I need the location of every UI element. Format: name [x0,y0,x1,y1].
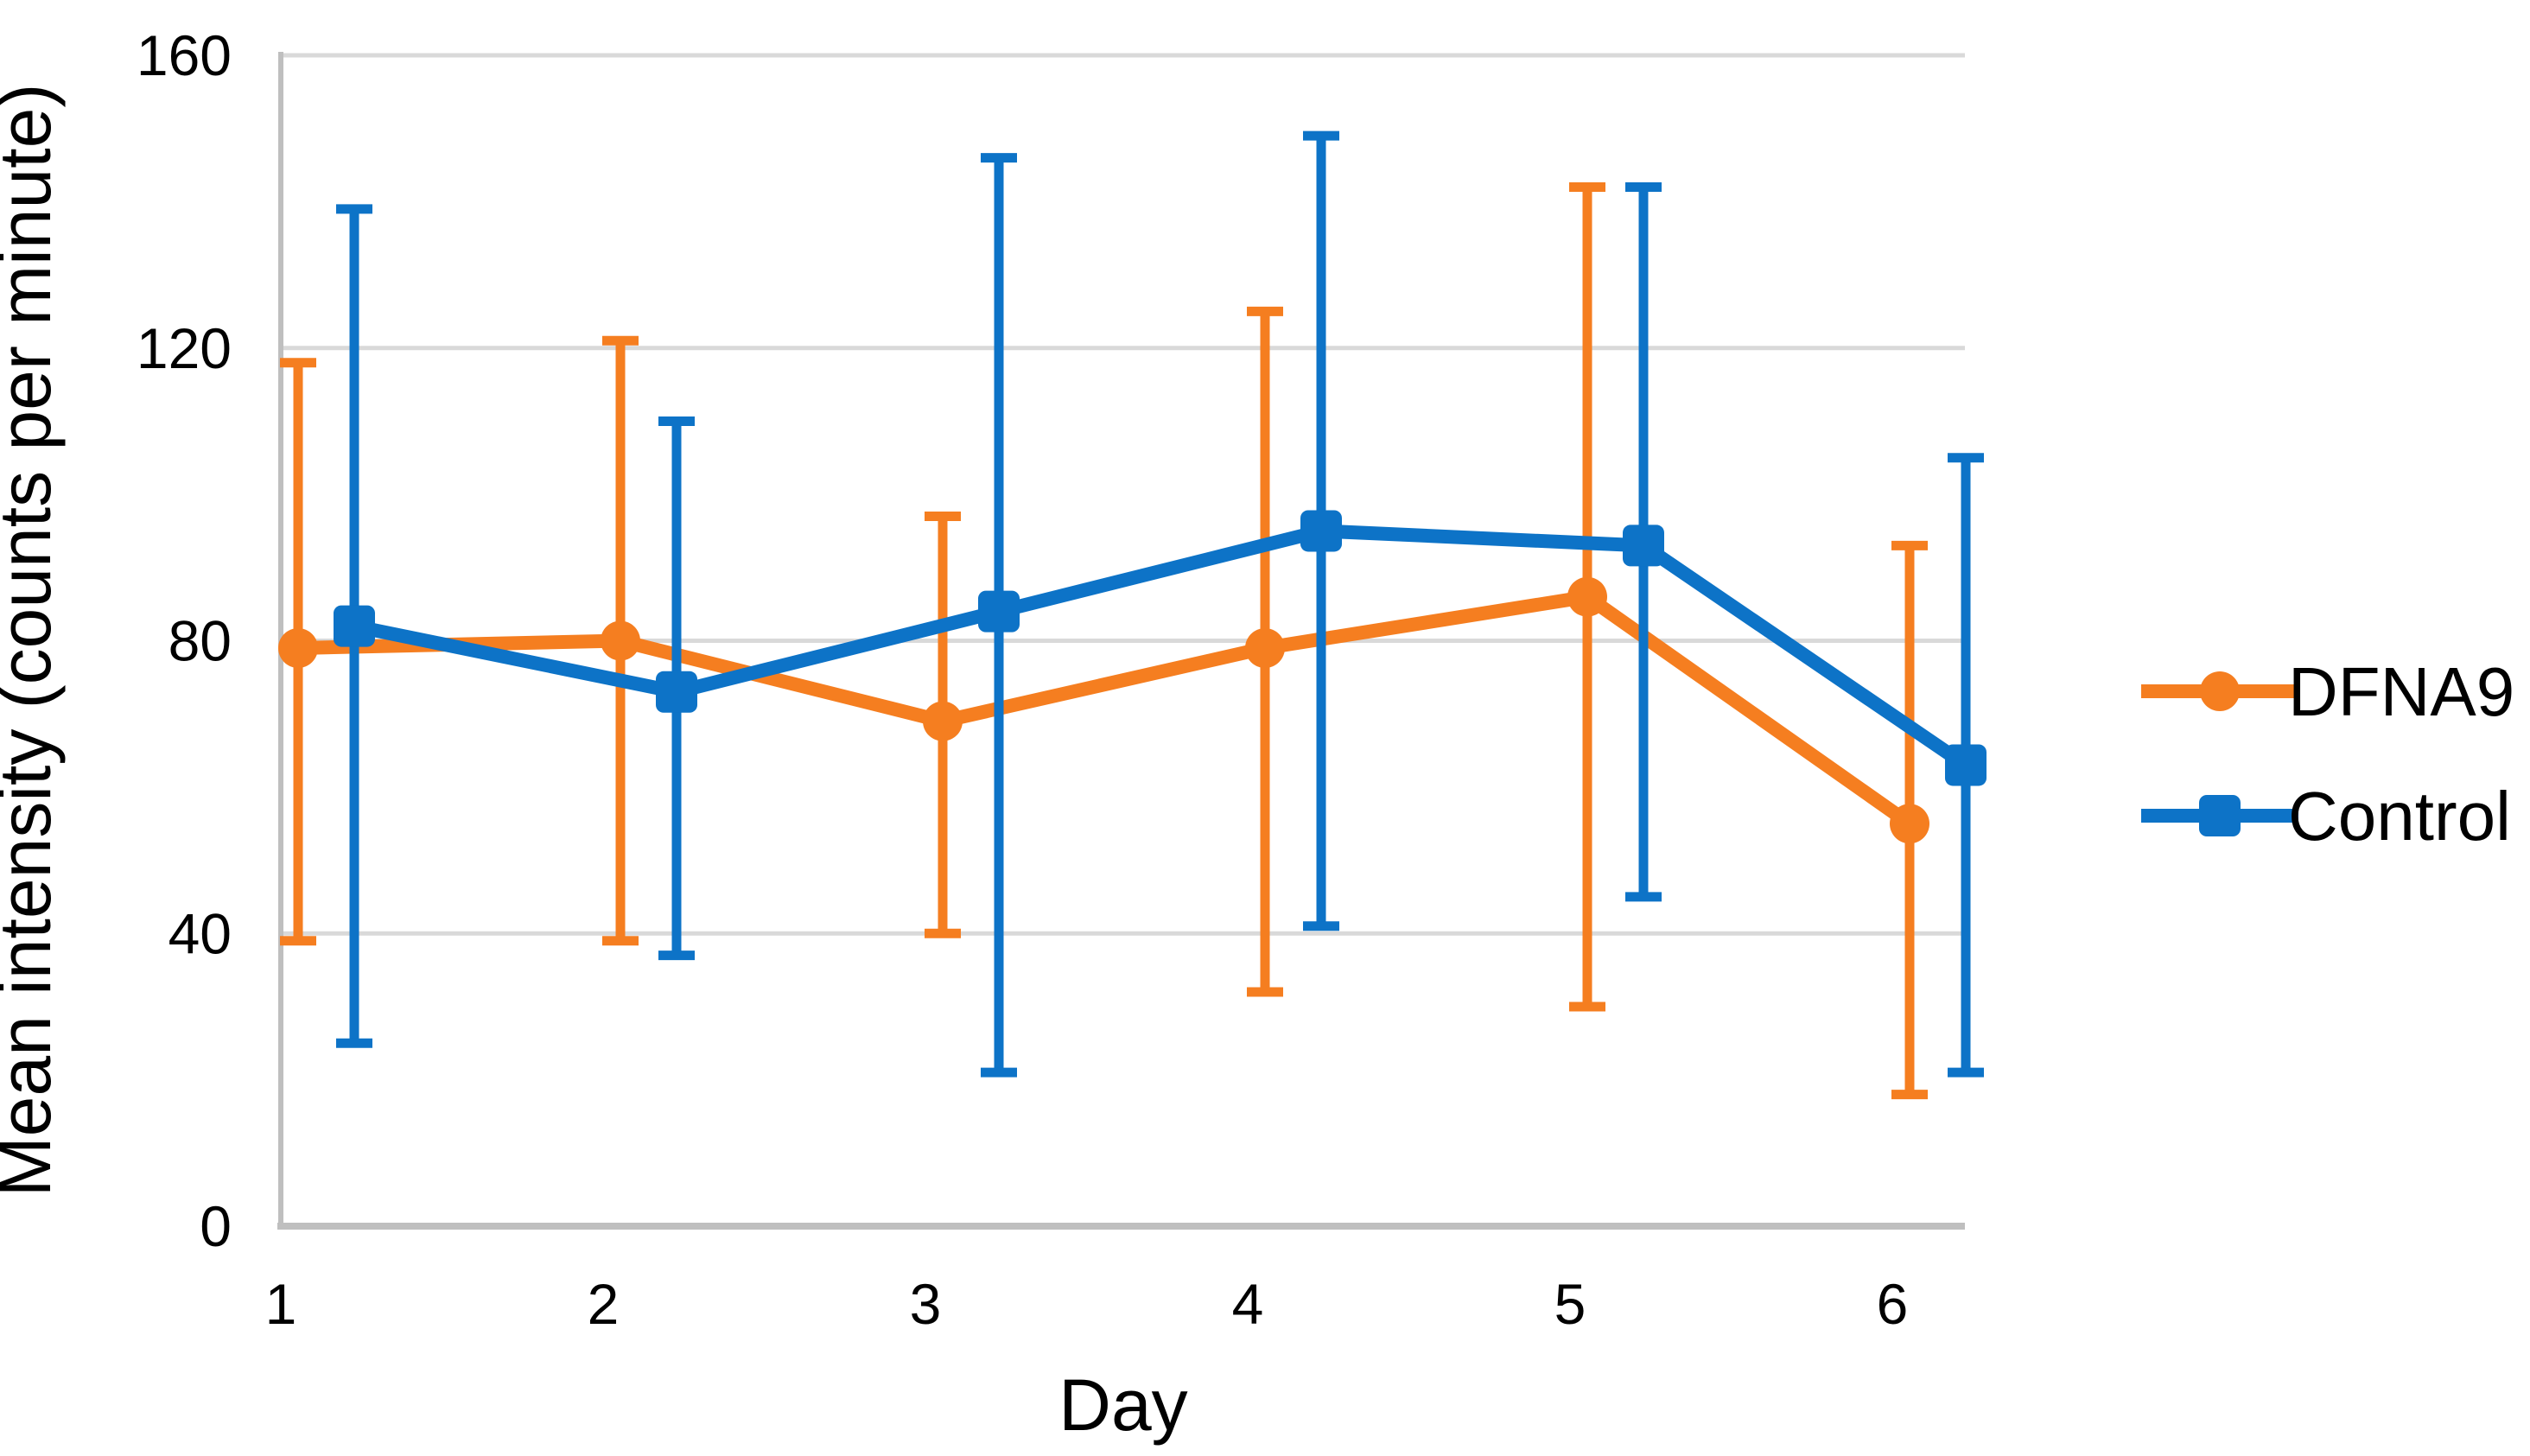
chart-generated-layer: 0 40 80 120 160 1 2 3 4 5 6 [137,23,2298,1336]
series-line-dfna9 [297,589,1914,830]
legend-marker-control-square-icon [2199,795,2241,836]
y-tick-label-120: 120 [137,316,232,380]
x-tick-label-6: 6 [1877,1272,1909,1336]
y-tick-label-40: 40 [168,901,232,965]
marker-control-day-5 [1623,525,1664,567]
legend-marker-dfna9-circle-icon [2200,671,2240,711]
x-tick-label-4: 4 [1232,1272,1264,1336]
y-tick-label-80: 80 [168,609,232,673]
x-tick-label-1: 1 [265,1272,297,1336]
marker-dfna9-day-4 [1245,627,1285,668]
x-axis-title: Day [1058,1364,1187,1446]
marker-control-day-3 [978,590,1020,633]
y-tick-label-0: 0 [200,1194,232,1258]
marker-dfna9-day-2 [601,620,640,661]
x-tick-label-5: 5 [1554,1272,1586,1336]
y-axis-title: Mean intensity (counts per minute) [0,84,66,1198]
y-tick-label-160: 160 [137,23,232,87]
marker-dfna9-day-6 [1890,804,1929,844]
marker-control-day-2 [656,671,697,713]
marker-dfna9-day-5 [1567,576,1607,617]
marker-dfna9-day-1 [278,627,318,668]
series-line-control [353,524,1970,772]
legend-label-control: Control [2288,778,2511,855]
legend-label-dfna9: DFNA9 [2288,653,2514,730]
marker-control-day-4 [1300,510,1342,552]
marker-dfna9-day-3 [923,701,963,741]
marker-control-day-6 [1945,744,1986,786]
x-tick-label-2: 2 [588,1272,620,1336]
x-tick-label-3: 3 [910,1272,942,1336]
marker-control-day-1 [334,605,375,647]
